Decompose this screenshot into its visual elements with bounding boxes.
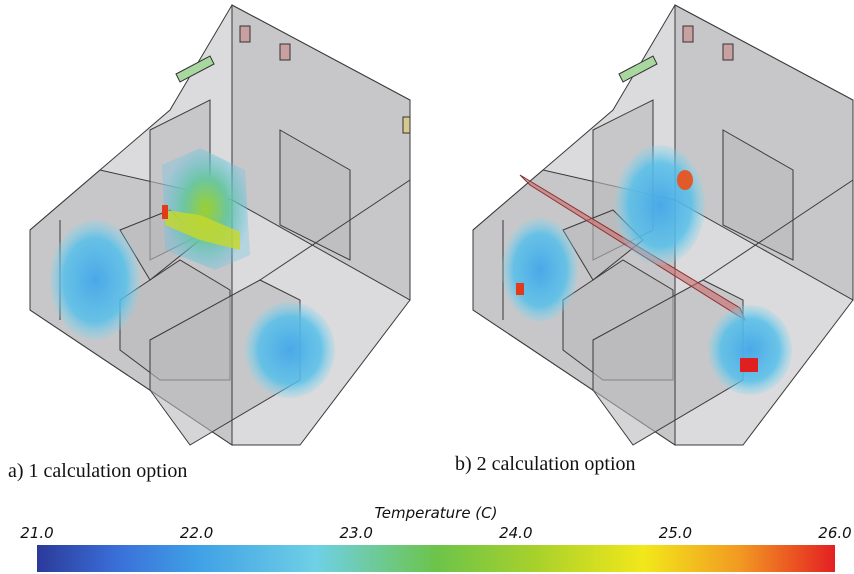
colorbar: Temperature (C) 21.0 22.0 23.0 24.0 25.0 26.0 xyxy=(20,504,851,572)
panel-a: a) 1 calculation option xyxy=(8,5,410,482)
vent xyxy=(403,117,410,133)
temperature-blob xyxy=(502,218,578,322)
colorbar-gradient xyxy=(37,545,835,572)
temperature-blob xyxy=(162,148,250,270)
hot-spot xyxy=(162,205,168,219)
colorbar-tick-label: 26.0 xyxy=(818,524,851,542)
panel-b: b) 2 calculation option xyxy=(455,5,853,475)
temperature-blob xyxy=(615,145,705,265)
figure: a) 1 calculation option b) 2 calculation… xyxy=(0,0,854,574)
hot-spot xyxy=(516,283,524,295)
temperature-blob xyxy=(708,305,792,395)
hot-spot xyxy=(740,358,758,372)
colorbar-tick-label: 21.0 xyxy=(20,524,53,542)
temperature-blob xyxy=(245,302,335,398)
hot-spot xyxy=(677,170,693,190)
colorbar-tick-label: 25.0 xyxy=(659,524,692,542)
colorbar-tick-label: 24.0 xyxy=(499,524,532,542)
colorbar-tick-label: 23.0 xyxy=(339,524,372,542)
caption: a) 1 calculation option xyxy=(8,460,187,482)
caption: b) 2 calculation option xyxy=(455,453,636,475)
temperature-blob xyxy=(50,220,140,340)
colorbar-tick-label: 22.0 xyxy=(180,524,213,542)
colorbar-title: Temperature (C) xyxy=(375,504,498,522)
